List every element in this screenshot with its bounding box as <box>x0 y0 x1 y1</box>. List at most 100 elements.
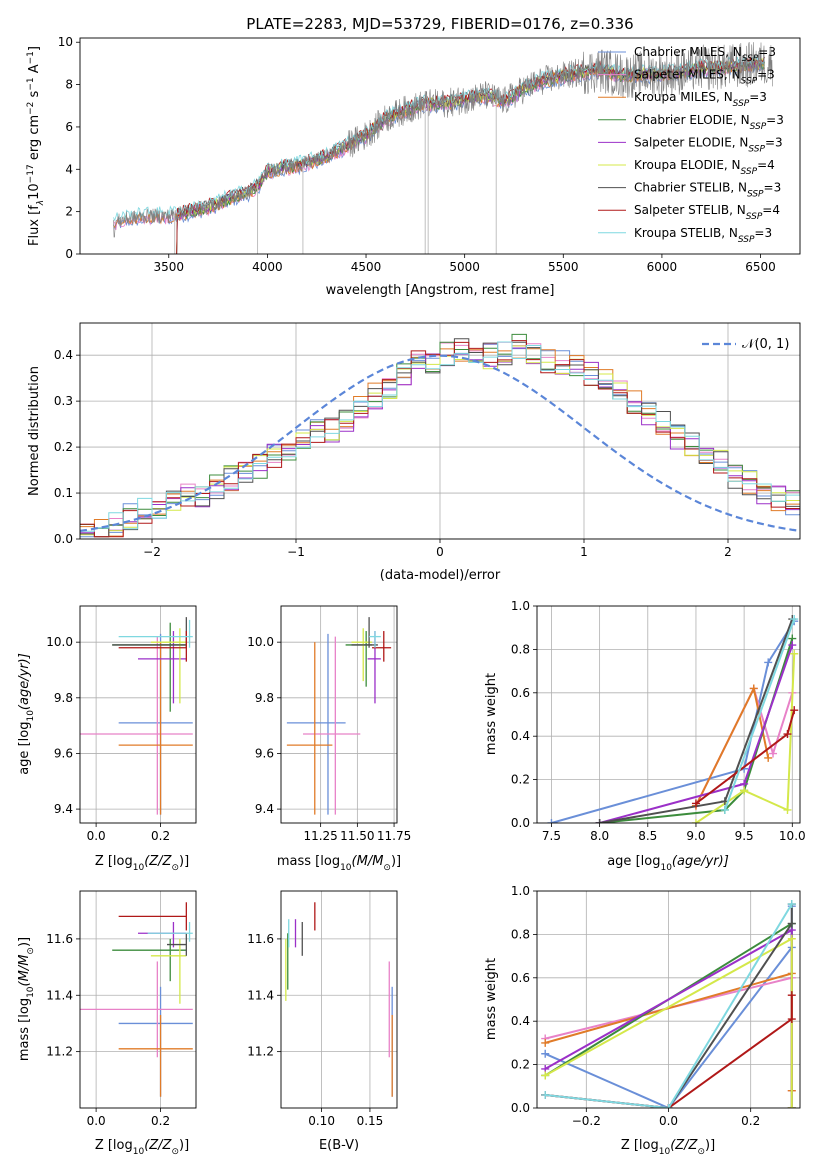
x-tick-label: 8.0 <box>590 829 609 843</box>
mass-weight-marker <box>764 753 773 762</box>
plot-area-4 <box>537 606 800 823</box>
axes-frame <box>79 322 801 540</box>
histogram-step <box>80 343 800 538</box>
y-tick-label: 11.2 <box>46 1045 73 1059</box>
mass-weight-line <box>723 618 796 811</box>
axes-frame <box>79 605 197 824</box>
y-tick-label: 0.4 <box>54 348 73 362</box>
x-axis-label: Z [log10(Z/Z⊙)] <box>621 1138 715 1157</box>
observed-spectrum-line <box>113 42 773 238</box>
x-tick-label: 5000 <box>449 260 480 274</box>
x-tick-label: 0 <box>436 545 444 559</box>
mass-weight-marker <box>749 684 758 693</box>
y-tick-label: 11.6 <box>247 932 274 946</box>
plot-area-7 <box>537 891 800 1108</box>
y-tick-label: 0.0 <box>511 816 530 830</box>
mass-weight-marker <box>691 799 700 808</box>
x-tick-label: 9.0 <box>686 829 705 843</box>
y-tick-label: 0.4 <box>511 729 530 743</box>
x-tick-label: 11.25 <box>303 829 337 843</box>
mass-weight-line <box>695 653 796 823</box>
legend-entry: Salpeter MILES, NSSP=3 <box>634 68 775 87</box>
y-tick-label: 1.0 <box>511 884 530 898</box>
panel-7: −0.2 0.0 0.2 0.0 0.2 0.4 0.6 0.8 1.0 <box>511 884 801 1128</box>
y-tick-label: 10 <box>58 35 73 49</box>
plot-area-2 <box>80 606 196 823</box>
x-axis-label: Z [log10(Z/Z⊙)] <box>95 1138 189 1157</box>
legend-entry: Kroupa ELODIE, NSSP=4 <box>634 158 775 177</box>
mass-weight-marker <box>790 615 799 624</box>
x-tick-label: 0.2 <box>741 1114 760 1128</box>
x-tick-label: 10.0 <box>779 829 806 843</box>
x-axis-label: (data-model)/error <box>380 568 501 583</box>
mass-weight-marker <box>764 658 773 667</box>
panel-5: 0.0 0.2 11.2 11.4 11.6 <box>46 890 197 1128</box>
y-tick-label: 0.6 <box>511 686 530 700</box>
y-tick-label: 9.8 <box>54 691 73 705</box>
panel-6: 0.10 0.15 11.2 11.4 11.6 <box>247 890 398 1128</box>
y-tick-label: 10.0 <box>247 635 274 649</box>
legend-entry: Chabrier MILES, NSSP=3 <box>634 45 776 64</box>
y-tick-label: 6 <box>65 120 73 134</box>
plot-area-6 <box>281 891 397 1108</box>
legend: Chabrier MILES, NSSP=3 Salpeter MILES, NS… <box>598 45 784 245</box>
axes-frame <box>280 890 398 1109</box>
y-axis-label: mass [log10(M/M⊙)] <box>17 937 36 1061</box>
mass-weight-marker <box>541 1090 550 1099</box>
axes-frame <box>79 37 801 255</box>
y-tick-label: 11.6 <box>46 932 73 946</box>
legend-entry: Kroupa MILES, NSSP=3 <box>634 90 767 109</box>
y-tick-label: 0 <box>65 247 73 261</box>
gaussian-curve <box>80 354 800 532</box>
y-tick-label: 8 <box>65 78 73 92</box>
x-tick-label: 8.5 <box>638 829 657 843</box>
mass-weight-marker <box>541 1038 550 1047</box>
x-tick-label: 0.10 <box>308 1114 335 1128</box>
plot-area-0 <box>113 42 773 254</box>
mass-weight-marker <box>783 730 792 739</box>
y-tick-label: 0.2 <box>511 1058 530 1072</box>
mass-weight-marker <box>790 649 799 658</box>
panel-0: 3500 4000 4500 5000 5500 6000 6500 0 2 4 6 8 10 PLATE… <box>26 15 801 298</box>
x-tick-label: 1 <box>580 545 588 559</box>
axes-frame <box>536 890 801 1109</box>
y-axis-label: mass weight <box>484 958 499 1040</box>
y-tick-label: 0.0 <box>54 532 73 546</box>
y-tick-label: 9.8 <box>255 691 274 705</box>
legend-entry: Chabrier STELIB, NSSP=3 <box>634 181 781 200</box>
mass-weight-marker <box>541 1071 550 1080</box>
x-axis-label: E(B-V) <box>319 1138 359 1153</box>
legend-entry: Chabrier ELODIE, NSSP=3 <box>634 113 784 132</box>
x-axis-label: age [log10(age/yr)] <box>607 854 729 873</box>
histogram-step <box>80 340 800 538</box>
y-axis-label: mass weight <box>484 673 499 755</box>
plot-area-5 <box>80 891 196 1108</box>
x-tick-label: 0.15 <box>357 1114 384 1128</box>
y-tick-label: 1.0 <box>511 599 530 613</box>
x-tick-label: 0.0 <box>87 1114 106 1128</box>
mass-weight-marker <box>783 805 792 814</box>
mass-weight-marker <box>691 819 700 823</box>
mass-weight-line <box>545 903 793 1108</box>
mass-weight-marker <box>787 919 796 928</box>
x-axis-label: Z [log10(Z/Z⊙)] <box>95 854 189 873</box>
mass-weight-marker <box>547 819 556 823</box>
histogram-step <box>80 341 800 532</box>
y-tick-label: 9.4 <box>54 802 73 816</box>
x-tick-label: 4500 <box>351 260 382 274</box>
histogram-step <box>80 347 800 538</box>
panel-1: −2 −1 0 1 2 0.0 0.1 0.2 0.3 0.4 (data-model)/error… <box>27 322 801 583</box>
x-tick-label: 2 <box>724 545 732 559</box>
x-tick-label: 11.50 <box>340 829 374 843</box>
y-tick-label: 0.1 <box>54 486 73 500</box>
mass-weight-marker <box>720 805 729 814</box>
x-tick-label: 5500 <box>548 260 579 274</box>
mass-weight-marker <box>787 1015 796 1024</box>
y-tick-label: 0.0 <box>511 1101 530 1115</box>
y-tick-label: 9.6 <box>255 746 274 760</box>
panel-2: 0.0 0.2 9.4 9.6 9.8 10.0 <box>46 605 197 843</box>
x-tick-label: 0.0 <box>87 829 106 843</box>
mass-weight-marker <box>740 786 749 795</box>
y-tick-label: 0.4 <box>511 1014 530 1028</box>
